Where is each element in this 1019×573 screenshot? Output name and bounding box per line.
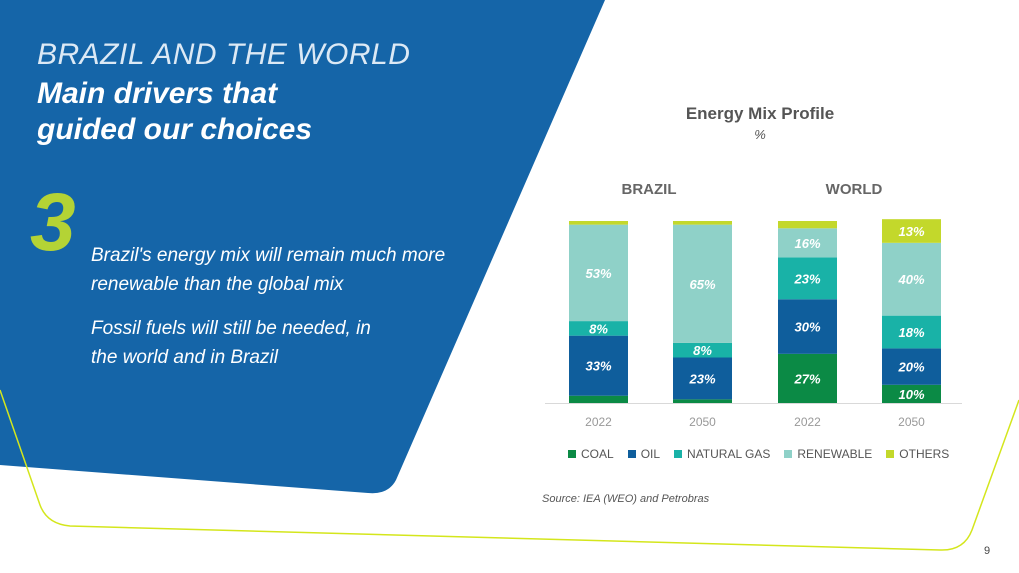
x-tick-label-3: 2050 — [898, 415, 925, 429]
bar-renewable-3 — [882, 242, 941, 316]
data-label-natural-gas-2: 23% — [793, 271, 820, 286]
bar-others-2 — [778, 221, 837, 229]
legend-item-coal: COAL — [568, 447, 614, 461]
bar-renewable-2 — [778, 228, 837, 258]
bar-coal-2 — [778, 353, 837, 403]
point-text-2: Fossil fuels will still be needed, in th… — [91, 318, 371, 368]
source-note: Source: IEA (WEO) and Petrobras — [542, 493, 710, 505]
legend-item-oil: OIL — [627, 447, 661, 461]
legend-swatch-natural-gas — [674, 450, 683, 458]
data-label-oil-1: 23% — [688, 371, 715, 386]
data-label-oil-2: 30% — [794, 320, 820, 335]
bar-natural-gas-1 — [673, 342, 732, 358]
chart-title: Energy Mix Profile — [685, 104, 835, 123]
bar-others-1 — [673, 221, 732, 225]
bar-oil-0 — [569, 335, 628, 396]
data-label-oil-0: 33% — [585, 359, 611, 374]
point-number: 3 — [30, 177, 76, 268]
title-line-1: BRAZIL AND THE WORLD — [37, 38, 411, 71]
x-tick-label-1: 2050 — [689, 415, 716, 429]
bar-oil-1 — [673, 357, 732, 400]
bar-others-0 — [569, 221, 628, 225]
bar-coal-0 — [569, 395, 628, 403]
title-line-2: Main drivers that guided our choices — [37, 77, 313, 146]
legend-label-renewable: RENEWABLE — [797, 447, 873, 461]
bar-others-3 — [882, 219, 941, 243]
chart-unit: % — [754, 127, 766, 142]
data-label-renewable-0: 53% — [585, 266, 611, 281]
legend-swatch-others — [886, 450, 895, 458]
bar-renewable-0 — [569, 224, 628, 322]
group-label-world: WORLD — [825, 181, 883, 198]
legend-item-others: OTHERS — [886, 447, 949, 461]
bar-coal-1 — [673, 399, 732, 403]
x-tick-label-0: 2022 — [585, 415, 612, 429]
accent-line — [0, 389, 1019, 551]
data-label-natural-gas-0: 8% — [589, 321, 608, 336]
data-label-renewable-1: 65% — [689, 277, 715, 292]
page-number: 9 — [984, 545, 991, 557]
bar-natural-gas-0 — [569, 321, 628, 336]
blue-panel — [0, 0, 605, 494]
bar-renewable-1 — [673, 224, 732, 343]
x-tick-label-2: 2022 — [794, 415, 821, 429]
chart-legend: COAL OIL NATURAL GAS RENEWABLE OTHERS — [568, 447, 949, 461]
bar-coal-3 — [882, 384, 941, 403]
data-label-natural-gas-3: 18% — [898, 325, 924, 340]
legend-label-coal: COAL — [581, 447, 614, 461]
legend-item-natural-gas: NATURAL GAS — [674, 447, 770, 461]
data-label-coal-3: 10% — [898, 387, 924, 402]
point-text-1: Brazil's energy mix will remain much mor… — [91, 245, 446, 295]
legend-swatch-renewable — [784, 450, 793, 458]
data-label-others-3: 13% — [898, 224, 924, 239]
data-label-renewable-2: 16% — [794, 236, 820, 251]
data-label-renewable-3: 40% — [897, 272, 924, 287]
legend-label-others: OTHERS — [899, 447, 950, 461]
bar-natural-gas-3 — [882, 315, 941, 349]
data-label-oil-3: 20% — [897, 360, 924, 375]
bar-oil-3 — [882, 348, 941, 385]
legend-swatch-coal — [568, 450, 576, 458]
bar-oil-2 — [778, 299, 837, 354]
data-label-natural-gas-1: 8% — [693, 343, 712, 358]
legend-item-renewable: RENEWABLE — [784, 447, 872, 461]
data-label-coal-2: 27% — [793, 371, 820, 386]
legend-swatch-oil — [627, 450, 636, 458]
bar-natural-gas-2 — [778, 257, 837, 300]
legend-label-natural-gas: NATURAL GAS — [687, 447, 771, 461]
legend-label-oil: OIL — [640, 447, 661, 461]
group-label-brazil: BRAZIL — [621, 181, 677, 198]
